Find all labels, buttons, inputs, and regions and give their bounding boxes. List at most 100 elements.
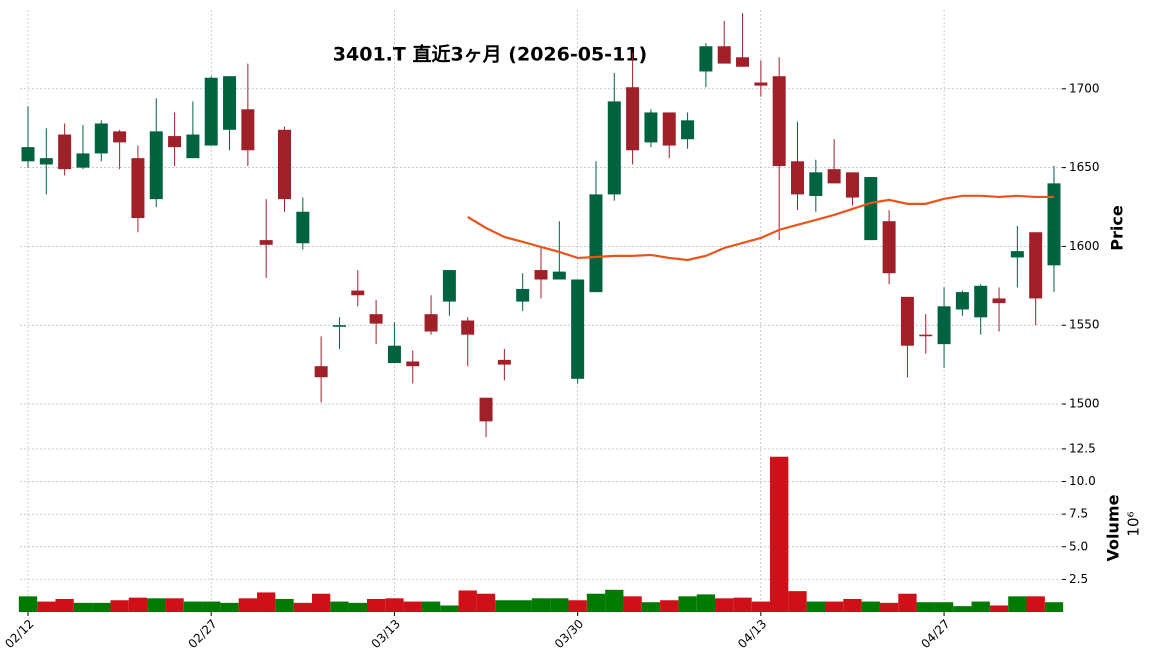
volume-bar — [916, 602, 935, 612]
volume-bar — [660, 600, 679, 612]
candle-body — [791, 161, 804, 195]
candle-body — [58, 134, 72, 170]
candle-body — [882, 221, 896, 274]
candle-body — [644, 112, 658, 143]
candle-body — [204, 77, 218, 146]
candle-body — [552, 271, 566, 280]
volume-bar — [971, 601, 990, 612]
volume-bar — [806, 601, 825, 612]
y-tick-label: 1600 — [1069, 239, 1100, 253]
volume-bar — [605, 589, 624, 612]
volume-bar — [128, 597, 148, 612]
y-tick-label: 1500 — [1069, 397, 1100, 411]
volume-bar — [733, 597, 752, 612]
candle-body — [626, 87, 640, 151]
volume-bar — [1044, 602, 1064, 612]
volume-bar — [238, 598, 258, 612]
volume-bar — [366, 598, 386, 612]
candle-body — [919, 334, 933, 337]
candle-body — [736, 57, 750, 67]
candle-body — [717, 46, 731, 64]
volume-bar — [403, 601, 422, 612]
volume-bar — [495, 600, 514, 612]
candle-body — [534, 270, 548, 280]
volume-bar — [385, 598, 404, 612]
volume-bar — [788, 591, 807, 612]
candle-body — [461, 320, 475, 335]
y-tick-label: 2.5 — [1069, 572, 1088, 586]
volume-bar — [330, 601, 349, 612]
x-tick-label: 04/27 — [918, 617, 952, 651]
candle-body — [332, 325, 346, 327]
candle-body — [699, 46, 713, 72]
volume-bar — [202, 601, 221, 612]
candle-body — [314, 366, 328, 378]
volume-bar — [751, 601, 771, 612]
candle-body — [845, 172, 859, 198]
x-tick-label: 02/12 — [2, 617, 36, 651]
volume-bar — [715, 598, 734, 612]
x-tick-label: 04/13 — [735, 617, 769, 651]
candle-body — [296, 211, 310, 244]
chart-title: 3401.T 直近3ヶ月 (2026-05-11) — [333, 43, 647, 66]
volume-bar — [641, 602, 661, 612]
candle-body — [278, 129, 291, 200]
volume-bar — [898, 593, 917, 612]
volume-bar — [934, 602, 954, 612]
candle-body — [754, 82, 768, 86]
candle-body — [479, 397, 493, 422]
x-tick-label: 03/30 — [552, 617, 586, 651]
candle-body — [387, 345, 401, 364]
candle-body — [94, 123, 108, 154]
volume-bar — [531, 598, 551, 612]
volume-bar — [220, 602, 239, 612]
volume-bar — [440, 605, 459, 612]
candle-body — [827, 169, 841, 184]
candle-body — [772, 76, 786, 167]
y-axis-label: Price — [1108, 205, 1127, 251]
y-tick-label: 1550 — [1069, 318, 1100, 332]
candle-body — [259, 240, 273, 245]
candle-body — [1010, 251, 1024, 258]
candle-body — [1029, 232, 1043, 299]
candle-body — [76, 153, 90, 168]
candle-body — [113, 131, 127, 143]
candle-body — [681, 120, 695, 140]
volume-bar — [183, 601, 203, 612]
y-tick-label: 5.0 — [1069, 539, 1088, 553]
volume-bar — [293, 602, 312, 612]
volume-bar — [476, 593, 496, 612]
volume-bar — [458, 590, 477, 612]
candle-body — [992, 298, 1006, 304]
x-tick-label: 03/13 — [369, 617, 403, 651]
volume-bar — [73, 602, 93, 612]
volume-bar — [770, 456, 789, 612]
volume-bar — [165, 598, 184, 612]
y-tick-label: 12.5 — [1069, 441, 1096, 455]
volume-bar — [275, 598, 294, 612]
candle-body — [974, 285, 988, 318]
x-tick-label: 02/27 — [185, 617, 219, 651]
y-tick-label: 1650 — [1069, 160, 1100, 174]
candle-body — [607, 101, 621, 195]
moving-average-line — [467, 194, 1054, 262]
candle-body — [864, 177, 878, 241]
volume-bar — [550, 598, 569, 612]
candle-body — [241, 109, 255, 151]
y-tick-label: 1700 — [1069, 81, 1100, 95]
volume-bar — [18, 596, 38, 612]
candle-body — [424, 314, 438, 332]
volume-bar — [989, 605, 1009, 612]
volume-bar — [92, 602, 111, 612]
candle-body — [809, 172, 823, 196]
candle-body — [937, 306, 951, 345]
volume-bar — [623, 596, 642, 612]
candle-body — [131, 158, 145, 219]
candle-body — [516, 288, 530, 302]
candle-body — [1047, 183, 1061, 266]
candle-body — [955, 292, 969, 310]
volume-bar — [348, 602, 367, 612]
candle-body — [351, 290, 365, 296]
volume-bar — [879, 602, 899, 612]
